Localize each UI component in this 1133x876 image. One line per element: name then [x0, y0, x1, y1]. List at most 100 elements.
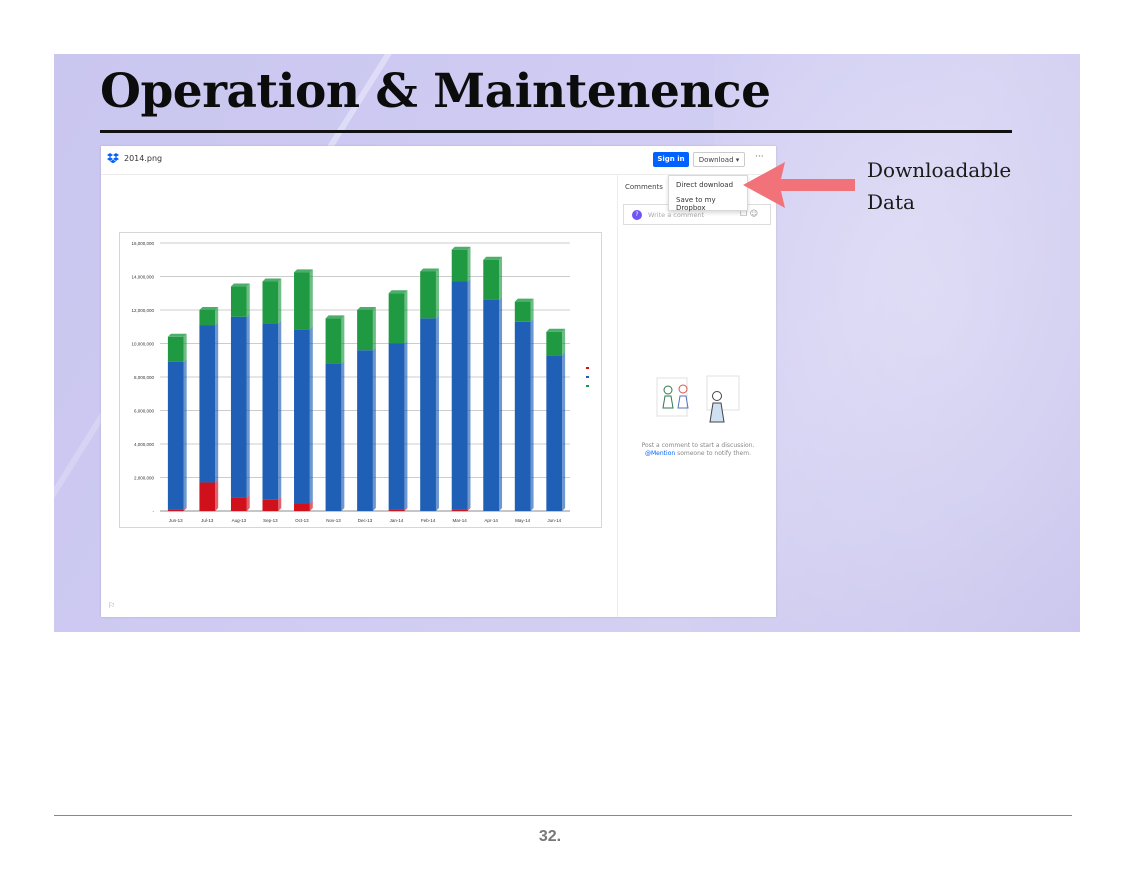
bar-segment: [262, 323, 279, 500]
y-tick-label: -: [153, 509, 155, 514]
bar-top: [294, 269, 313, 273]
comments-panel-divider: [617, 175, 618, 617]
callout-line-1: Downloadable: [867, 158, 1012, 182]
bar-segment-side: [246, 494, 250, 511]
bar-segment: [451, 509, 468, 511]
bar-segment: [357, 310, 373, 351]
bar-segment: [325, 363, 342, 511]
download-menu: Direct download Save to my Dropbox: [668, 175, 748, 212]
bar-segment: [294, 272, 310, 330]
bar-segment-side: [530, 298, 534, 322]
bar-segment-side: [309, 269, 313, 330]
bar-top: [167, 333, 187, 337]
bar-segment: [514, 321, 531, 511]
bar-segment-side: [215, 307, 219, 326]
x-tick-label: Dec-13: [358, 518, 373, 523]
bar-segment: [199, 482, 216, 511]
bar-top: [451, 246, 471, 250]
x-tick-label: Feb-14: [421, 518, 436, 523]
bar-segment-side: [404, 506, 408, 511]
bar-segment: [167, 336, 184, 362]
bar-segment-side: [215, 479, 219, 511]
bar-segment-side: [309, 500, 313, 511]
dropbox-logo-icon[interactable]: [107, 152, 119, 164]
page-number: 32.: [538, 828, 562, 845]
bar-segment: [451, 249, 468, 282]
bar-segment-side: [562, 328, 566, 356]
bar-segment-side: [562, 352, 566, 511]
y-tick-label: 6,000,000: [134, 409, 155, 414]
bar-segment-side: [183, 358, 187, 510]
bar-segment-side: [183, 506, 187, 511]
empty-comments-illustration-icon: [656, 375, 740, 423]
emoji-icon[interactable]: ☐ ☺: [740, 209, 759, 218]
y-tick-label: 2,000,000: [134, 476, 155, 481]
bar-segment-side: [341, 315, 345, 364]
legend-swatch: [586, 367, 589, 369]
callout-arrow-icon: [743, 162, 855, 208]
comment-input[interactable]: Write a comment: [648, 211, 705, 219]
title-underline: [100, 130, 1012, 133]
sign-in-button[interactable]: Sign in: [653, 152, 689, 167]
y-tick-label: 12,000,000: [131, 308, 154, 313]
bar-segment-side: [341, 360, 345, 511]
flag-icon[interactable]: ⚐: [108, 601, 116, 610]
download-button[interactable]: Download ▾: [693, 152, 745, 167]
bar-segment: [167, 361, 184, 510]
menu-item-save-to-dropbox[interactable]: Save to my Dropbox: [676, 196, 716, 212]
x-tick-label: Jun-14: [547, 518, 561, 523]
x-tick-label: Sep-13: [263, 518, 278, 523]
y-tick-label: 4,000,000: [134, 442, 155, 447]
bar-top: [230, 283, 250, 287]
bar-segment-side: [435, 268, 439, 319]
bar-top: [420, 268, 439, 272]
menu-item-direct-download[interactable]: Direct download: [676, 181, 734, 189]
bar-segment: [388, 293, 405, 344]
bar-top: [262, 278, 282, 282]
footer-rule: [54, 815, 1072, 816]
x-tick-label: Jul-13: [201, 518, 214, 523]
bar-segment: [294, 329, 310, 504]
bar-segment: [451, 281, 468, 510]
bar-segment-side: [404, 340, 408, 510]
bar-segment: [167, 509, 184, 511]
chart-image: - 2,000,000 4,000,000 6,000,000 8,000,000 10,…: [119, 232, 602, 528]
viewer-topbar: 2014.png Sign in Download ▾ ···: [101, 146, 776, 175]
bar-top: [199, 307, 219, 310]
y-tick-label: 10,000,000: [131, 342, 154, 347]
y-tick-label: 8,000,000: [134, 375, 155, 380]
legend-swatch: [586, 376, 589, 378]
bar-segment: [294, 503, 310, 511]
bar-segment: [230, 286, 247, 317]
bar-top: [357, 307, 376, 310]
bar-segment: [546, 331, 563, 356]
bar-segment: [483, 259, 500, 300]
bar-top: [483, 256, 503, 260]
bar-segment-side: [404, 290, 408, 344]
x-tick-label: Aug-13: [232, 518, 247, 523]
tab-comments[interactable]: Comments: [625, 183, 663, 191]
slide-title: Operation & Maintenence: [100, 64, 771, 119]
bar-segment-side: [372, 347, 376, 511]
bar-top: [325, 315, 345, 319]
x-tick-label: Mar-14: [452, 518, 467, 523]
more-options-icon[interactable]: ···: [755, 152, 764, 162]
bar-segment: [230, 316, 247, 498]
bar-segment-side: [309, 326, 313, 504]
empty-message-line1: Post a comment to start a discussion.: [641, 442, 755, 449]
x-tick-label: May-14: [515, 518, 531, 523]
x-tick-label: Nov-13: [326, 518, 341, 523]
bar-segment-side: [499, 256, 503, 300]
x-tick-label: Jan-14: [390, 518, 404, 523]
bar-segment-side: [278, 320, 282, 500]
mention-link[interactable]: @Mention: [645, 450, 676, 457]
bar-segment: [420, 271, 436, 319]
bar-segment: [199, 325, 216, 483]
stacked-bar-chart: - 2,000,000 4,000,000 6,000,000 8,000,000 10,…: [131, 241, 589, 523]
bar-segment: [357, 350, 373, 511]
file-name: 2014.png: [124, 154, 163, 163]
avatar: ?: [632, 210, 642, 220]
bar-segment: [546, 355, 563, 511]
bar-segment-side: [246, 283, 250, 317]
dropbox-viewer-window: 2014.png Sign in Download ▾ ··· - 2,000,0…: [101, 146, 776, 617]
